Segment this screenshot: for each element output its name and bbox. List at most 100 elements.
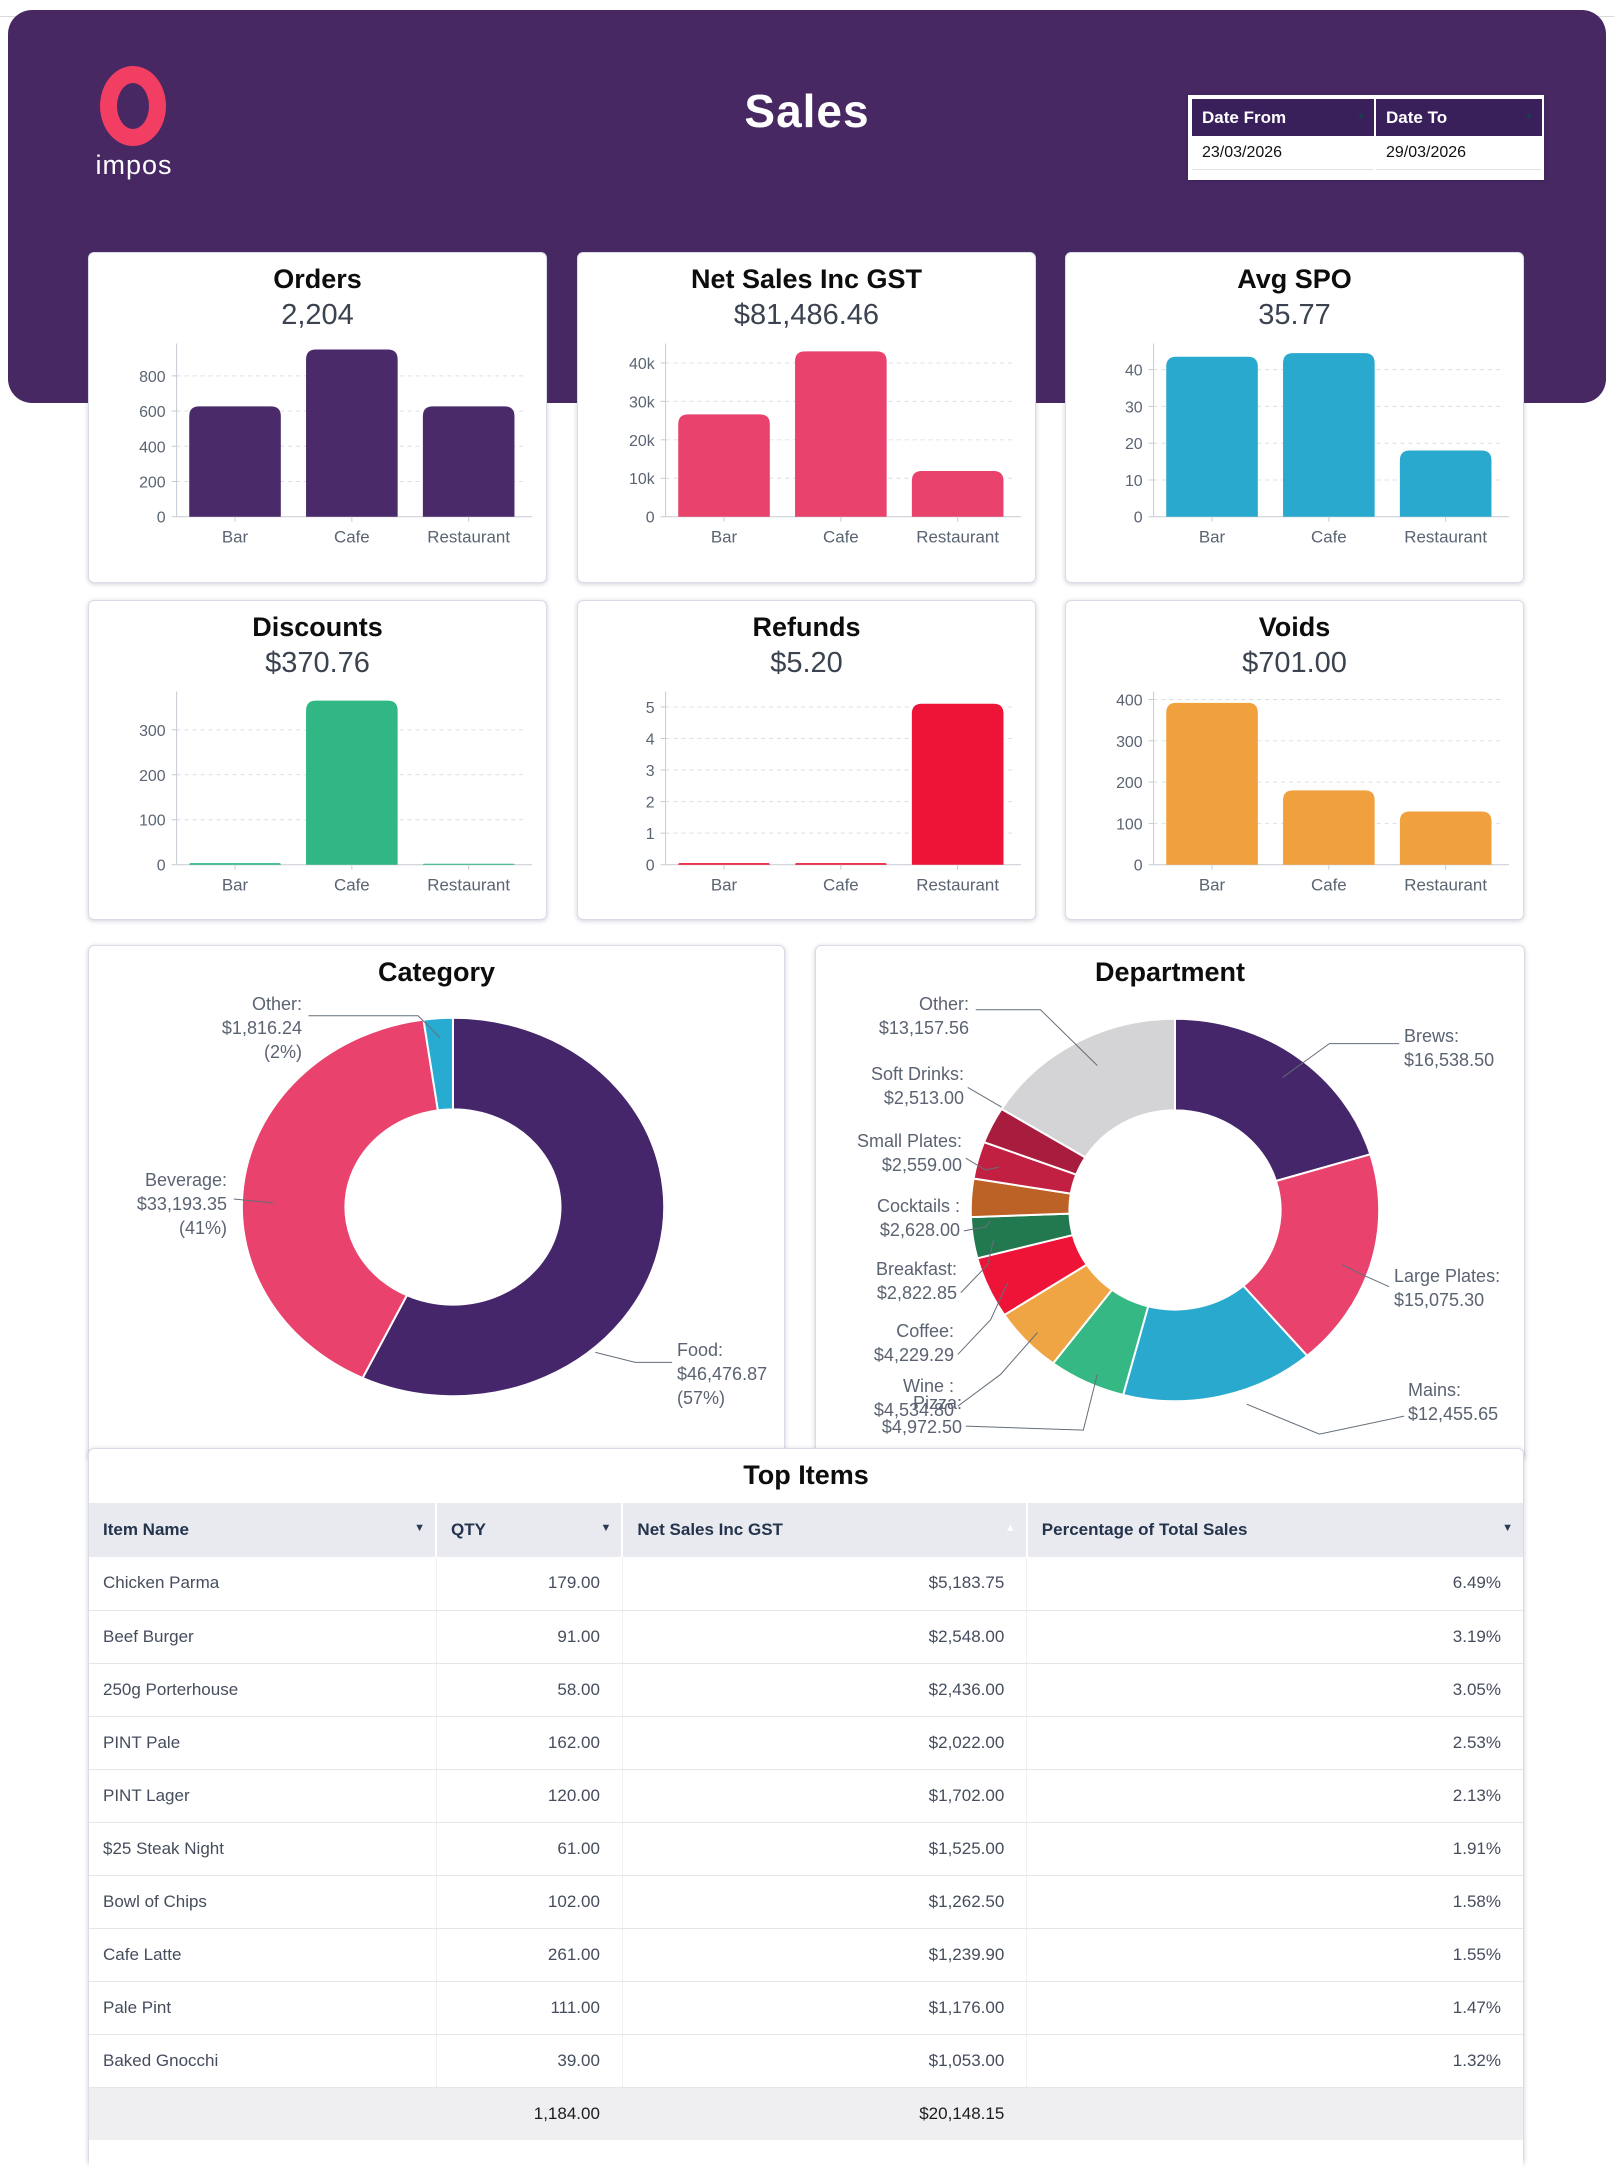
orders-bar-chart[interactable]: 0 200 400 600 800 Bar Cafe Restaurant (89, 337, 546, 567)
value-cell: 179.00 (436, 1557, 623, 1611)
value-cell: 3.19% (1026, 1610, 1523, 1664)
slice-other[interactable] (1000, 1017, 1176, 1159)
svg-text:Cafe: Cafe (1311, 528, 1347, 547)
svg-text:Bar: Bar (711, 528, 738, 547)
value-cell: 61.00 (436, 1822, 623, 1876)
item-name-cell: Beef Burger (89, 1610, 437, 1664)
value-cell: $1,239.90 (622, 1928, 1028, 1982)
chart-title: Category (377, 957, 496, 987)
bar-cafe[interactable] (306, 349, 398, 517)
item-name-cell: Chicken Parma (89, 1557, 437, 1611)
net-sales-bar-chart[interactable]: 0 10k 20k 30k 40k Bar Cafe Restaurant (578, 337, 1035, 567)
value-cell: $2,548.00 (622, 1610, 1028, 1664)
svg-text:Restaurant: Restaurant (916, 528, 999, 547)
value-cell: 1.58% (1026, 1875, 1523, 1929)
table-row: Baked Gnocchi 39.00 $1,053.00 1.32% (89, 2034, 1523, 2088)
sort-desc-icon[interactable]: ▼ (1502, 1522, 1513, 1534)
bar-restaurant[interactable] (911, 703, 1004, 865)
svg-text:Restaurant: Restaurant (427, 528, 510, 547)
bar-restaurant[interactable] (1399, 450, 1492, 517)
refunds-bar-chart[interactable]: 0 1 2 3 4 5 Bar Cafe Restaurant (578, 685, 1035, 915)
bar-cafe[interactable] (1283, 790, 1375, 865)
impos-logo: impos (88, 66, 208, 181)
date-from-value[interactable]: 23/03/2026 (1192, 136, 1374, 170)
kpi-total-value: $701.00 (1242, 647, 1347, 679)
sort-asc-icon[interactable]: ▲ (1004, 1522, 1016, 1534)
kpi-total-value: $5.20 (770, 647, 843, 679)
slice-mains[interactable] (1121, 1284, 1309, 1403)
slice-brews[interactable] (1173, 1017, 1372, 1183)
sort-desc-icon[interactable]: ▼ (600, 1522, 612, 1534)
table-header-row: Item Name ▼ QTY ▼ Net Sales Inc GST ▲ Percenta… (89, 1503, 1523, 1557)
bar-bar[interactable] (1166, 356, 1258, 517)
svg-text:4: 4 (646, 731, 655, 748)
impos-logo-text: impos (95, 150, 173, 180)
table-row: Chicken Parma 179.00 $5,183.75 6.49% (89, 1557, 1523, 1611)
bar-bar[interactable] (189, 863, 281, 865)
donut-label-brews: Brews: $16,538.50 (1404, 1026, 1495, 1070)
chart-title: Department (1094, 957, 1246, 987)
chevron-down-icon[interactable]: ▼ (1524, 112, 1534, 123)
date-to-dropdown[interactable]: Date To ▼ (1376, 99, 1542, 136)
bar-restaurant[interactable] (911, 471, 1004, 517)
column-label: Net Sales Inc GST (637, 1520, 783, 1539)
kpi-card-refunds: Refunds $5.20 0 1 2 3 4 5 Bar Cafe Restaurant (577, 600, 1036, 920)
svg-text:300: 300 (1116, 734, 1143, 751)
slice-beverage[interactable] (240, 1018, 440, 1380)
slice-large-plates[interactable] (1241, 1153, 1381, 1358)
bar-restaurant[interactable] (422, 863, 515, 865)
item-name-cell: Baked Gnocchi (89, 2034, 437, 2088)
column-header-net-sales-inc-gst[interactable]: Net Sales Inc GST ▲ (622, 1503, 1028, 1557)
chevron-down-icon[interactable]: ▼ (1356, 112, 1366, 123)
svg-text:200: 200 (139, 474, 166, 491)
svg-text:0: 0 (157, 858, 166, 875)
bar-cafe[interactable] (1283, 353, 1375, 517)
sort-desc-icon[interactable]: ▼ (414, 1522, 426, 1534)
value-cell: $2,436.00 (622, 1663, 1028, 1717)
date-to-value[interactable]: 29/03/2026 (1376, 136, 1542, 170)
bar-restaurant[interactable] (1399, 811, 1492, 865)
donut-label-small-plates: Small Plates: $2,559.00 (856, 1131, 962, 1175)
table-total-row: 1,184.00 $20,148.15 (89, 2087, 1523, 2140)
svg-text:1: 1 (646, 826, 655, 843)
svg-text:40k: 40k (629, 356, 655, 373)
donut-label-other: Other: $13,157.56 (878, 994, 969, 1038)
donut-label-pizza: Pizza: $4,972.50 (881, 1393, 962, 1437)
kpi-card-net-sales: Net Sales Inc GST $81,486.46 0 10k 20k 30k 4… (577, 252, 1036, 583)
value-cell: $5,183.75 (622, 1557, 1028, 1611)
column-header-qty[interactable]: QTY ▼ (436, 1503, 624, 1557)
value-cell: $1,702.00 (622, 1769, 1028, 1823)
value-cell: 2.53% (1026, 1716, 1523, 1770)
value-cell: 162.00 (436, 1716, 623, 1770)
discounts-bar-chart[interactable]: 0 100 200 300 Bar Cafe Restaurant (89, 685, 546, 915)
item-name-cell: PINT Lager (89, 1769, 437, 1823)
column-header-percentage-of-total-sales[interactable]: Percentage of Total Sales ▼ (1026, 1503, 1523, 1557)
bar-bar[interactable] (678, 863, 770, 865)
date-from-dropdown[interactable]: Date From ▼ (1192, 99, 1374, 136)
voids-bar-chart[interactable]: 0 100 200 300 400 Bar Cafe Restaurant (1066, 685, 1523, 915)
value-cell: 120.00 (436, 1769, 623, 1823)
bar-bar[interactable] (1166, 702, 1258, 865)
kpi-card-avg-spo: Avg SPO 35.77 0 10 20 30 40 Bar Cafe Restaurant (1065, 252, 1524, 583)
bar-cafe[interactable] (795, 863, 887, 865)
slice-food[interactable] (361, 1016, 666, 1398)
bar-cafe[interactable] (306, 700, 398, 865)
bar-cafe[interactable] (795, 351, 887, 517)
svg-text:3: 3 (646, 763, 655, 780)
svg-text:2: 2 (646, 795, 655, 812)
column-label: Percentage of Total Sales (1041, 1520, 1248, 1539)
svg-text:Restaurant: Restaurant (1404, 876, 1487, 895)
column-header-item-name[interactable]: Item Name ▼ (89, 1503, 438, 1557)
bar-restaurant[interactable] (422, 406, 515, 517)
slice-other[interactable] (422, 1016, 454, 1112)
bar-bar[interactable] (189, 406, 281, 517)
value-cell: 102.00 (436, 1875, 623, 1929)
bar-bar[interactable] (678, 414, 770, 517)
donut-label-mains: Mains: $12,455.65 (1408, 1380, 1499, 1424)
value-cell: 3.05% (1026, 1663, 1523, 1717)
avg-spo-bar-chart[interactable]: 0 10 20 30 40 Bar Cafe Restaurant (1066, 337, 1523, 567)
svg-text:20: 20 (1125, 436, 1143, 453)
donut-label-beverage: Beverage: $33,193.35 (41%) (136, 1170, 227, 1238)
donut-label-wine: Wine : $4,534.80 (873, 1376, 954, 1420)
table-row: Pale Pint 111.00 $1,176.00 1.47% (89, 1981, 1523, 2035)
